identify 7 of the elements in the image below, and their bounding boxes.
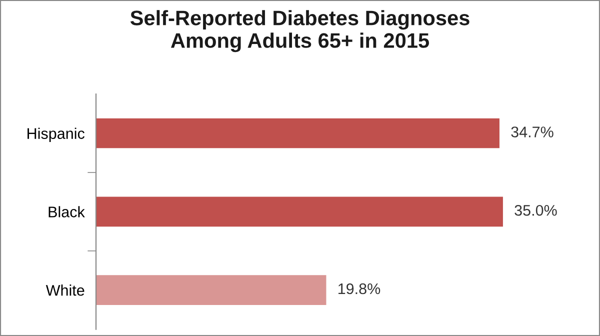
y-tick-label: Black	[48, 206, 85, 218]
data-label: 19.8%	[338, 283, 380, 294]
y-tick-label: White	[46, 284, 84, 296]
y-tick-label: Hispanic	[28, 128, 84, 142]
data-label: 35.0%	[514, 204, 557, 216]
data-label: 34.7%	[511, 126, 554, 138]
chart-title: Self-Reported Diabetes Diagnoses Among Adults 65+ in 2015	[130, 10, 470, 52]
